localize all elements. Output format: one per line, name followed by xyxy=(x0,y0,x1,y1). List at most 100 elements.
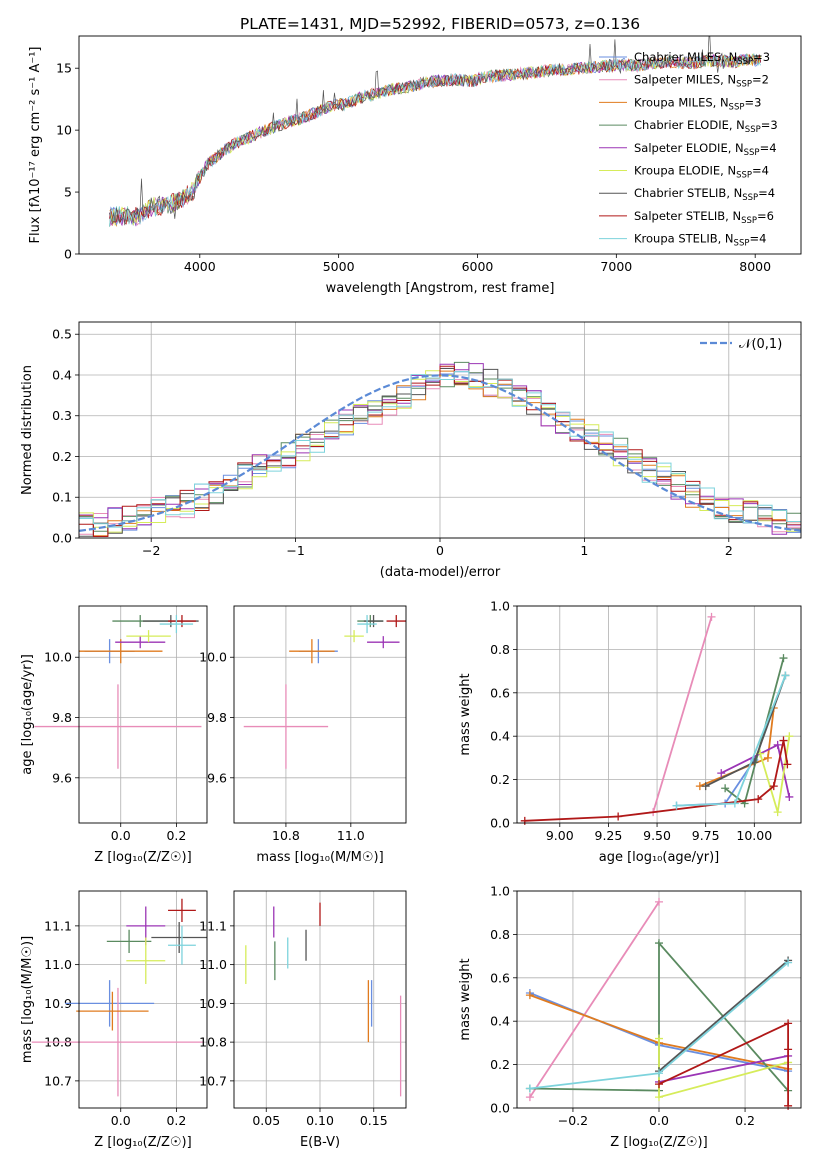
panel-mass_vs_ebv: 0.05 0.10 0.15 10.7 10.8 10.9 11.0 11.1 E(B-V) xyxy=(199,890,407,1150)
legend-label-3: Chabrier ELODIE, NSSP=3 xyxy=(634,118,778,135)
axes-frame xyxy=(516,890,802,1109)
series-line-1 xyxy=(652,616,713,813)
y-tick-label: 0 xyxy=(64,247,72,262)
series-marker-2 xyxy=(763,753,772,762)
legend: Chabrier MILES, NSSP=3 Salpeter MILES, NS… xyxy=(599,50,778,249)
spectrum-line-6 xyxy=(109,36,761,226)
y-tick-label: 0.4 xyxy=(52,367,72,382)
y-axis-label: Normed distribution xyxy=(20,365,35,495)
x-tick-label: 0.2 xyxy=(166,828,186,843)
series-marker-7 xyxy=(784,1045,793,1054)
panel-weight_vs_Z: −0.2 0.0 0.2 0.0 0.2 0.4 0.6 0.8 1.0 Z [log₁₀(Z/Z… xyxy=(458,884,802,1150)
legend-sub: SSP xyxy=(737,57,753,67)
x-tick-label: 2 xyxy=(725,543,733,558)
axes-frame xyxy=(78,321,802,539)
series-line-2 xyxy=(699,707,775,787)
series-marker-7 xyxy=(614,812,623,821)
series-marker-5 xyxy=(773,808,782,817)
series-marker-1 xyxy=(525,1093,534,1102)
y-axis-label: age [log₁₀(age/yr)] xyxy=(20,654,35,775)
histogram-7 xyxy=(79,365,801,537)
panel-mass_vs_Z: 0.0 0.210.710.810.911.011.1Z [log₁₀(Z/Z☉)… xyxy=(20,890,208,1150)
x-axis-label: Z [log₁₀(Z/Z☉)] xyxy=(94,1135,191,1150)
y-tick-label: 0.6 xyxy=(490,685,510,700)
x-tick-label: 10.00 xyxy=(736,828,772,843)
x-tick-label: 0.0 xyxy=(649,1113,669,1128)
x-tick-label: 5000 xyxy=(323,259,355,274)
y-tick-label: 10.7 xyxy=(199,1073,227,1088)
y-tick-label: 10.9 xyxy=(44,996,72,1011)
y-tick-label: 0.1 xyxy=(52,490,72,505)
legend-label-0: Chabrier MILES, NSSP=3 xyxy=(634,50,770,67)
y-tick-label: 9.8 xyxy=(52,710,72,725)
y-tick-label: 0.8 xyxy=(490,642,510,657)
x-axis-label: E(B-V) xyxy=(300,1135,340,1150)
x-tick-label: 7000 xyxy=(600,259,632,274)
y-tick-label: 10.9 xyxy=(199,996,227,1011)
legend-sub: SSP xyxy=(736,171,752,181)
y-tick-label: 0.3 xyxy=(52,408,72,423)
legend-label-4: Salpeter ELODIE, NSSP=4 xyxy=(634,141,777,158)
legend-nssp: =3 xyxy=(761,118,778,132)
series-marker-4 xyxy=(785,792,794,801)
y-tick-label: 10.8 xyxy=(199,1035,227,1050)
x-tick-label: 0.15 xyxy=(360,1113,388,1128)
y-tick-label: 11.0 xyxy=(199,957,227,972)
y-tick-label: 9.6 xyxy=(52,770,72,785)
legend-label-6: Chabrier STELIB, NSSP=4 xyxy=(634,186,775,203)
series-marker-1 xyxy=(707,612,716,621)
axes-frame xyxy=(78,890,208,1109)
x-tick-label: 0.0 xyxy=(111,1113,131,1128)
y-tick-label: 0.2 xyxy=(490,772,510,787)
x-tick-label: −2 xyxy=(142,543,160,558)
x-axis-label: wavelength [Angstrom, rest frame] xyxy=(326,281,555,296)
series-marker-7 xyxy=(754,795,763,804)
axes-frame xyxy=(78,35,802,255)
y-tick-label: 0.4 xyxy=(490,729,510,744)
y-tick-label: 0.2 xyxy=(52,449,72,464)
series-marker-7 xyxy=(779,736,788,745)
x-tick-label: 9.00 xyxy=(546,828,574,843)
series-line-7 xyxy=(658,1021,789,1106)
series-marker-7 xyxy=(783,760,792,769)
x-tick-label: 1 xyxy=(580,543,588,558)
legend-label-1: Salpeter MILES, NSSP=2 xyxy=(634,73,769,90)
panel-spectrum: 4000 5000 6000 7000 8000 0 5 10 15 wavelength [An… xyxy=(28,35,802,296)
histogram-8 xyxy=(79,371,801,528)
errorbars xyxy=(31,898,207,1097)
legend-nssp: =2 xyxy=(752,73,769,87)
series-line-4 xyxy=(658,1055,789,1083)
legend-nssp: =4 xyxy=(749,232,766,246)
y-tick-label: 10.7 xyxy=(44,1073,72,1088)
legend-label-5: Kroupa ELODIE, NSSP=4 xyxy=(634,164,769,181)
y-tick-label: 0.2 xyxy=(490,1057,510,1072)
series-marker-7 xyxy=(769,782,778,791)
y-tick-label: 15 xyxy=(56,61,72,76)
spectrum-lines xyxy=(109,36,762,228)
y-tick-label: 11.0 xyxy=(44,957,72,972)
y-tick-label: 0.0 xyxy=(490,816,510,831)
y-tick-label: 0.0 xyxy=(52,531,72,546)
series-marker-3 xyxy=(779,654,788,663)
panel-weight_vs_age: 9.00 9.25 9.50 9.75 10.00 0.0 0.2 0.4 0.6 0.8 1.0 a… xyxy=(458,599,802,865)
x-tick-label: 10.8 xyxy=(272,828,300,843)
x-tick-label: 11.0 xyxy=(337,828,365,843)
x-tick-label: −1 xyxy=(286,543,304,558)
legend-nssp: =3 xyxy=(753,50,770,64)
y-tick-label: 0.6 xyxy=(490,970,510,985)
y-tick-label: 1.0 xyxy=(490,599,510,614)
series-marker-8 xyxy=(672,801,681,810)
legend-sub: SSP xyxy=(734,239,750,249)
legend-label-normal: 𝒩(0,1) xyxy=(739,337,782,352)
series-marker-5 xyxy=(655,1034,663,1043)
x-tick-label: 4000 xyxy=(184,259,216,274)
axes-frame xyxy=(233,605,407,824)
y-tick-label: 0.0 xyxy=(490,1101,510,1116)
x-tick-label: −0.2 xyxy=(558,1113,588,1128)
series-marker-8 xyxy=(525,1084,534,1093)
x-tick-label: 0.10 xyxy=(306,1113,334,1128)
series-line-6 xyxy=(705,675,787,787)
series-line-6 xyxy=(658,959,789,1072)
y-tick-label: 0.5 xyxy=(52,327,72,342)
normal-curve xyxy=(78,374,802,532)
